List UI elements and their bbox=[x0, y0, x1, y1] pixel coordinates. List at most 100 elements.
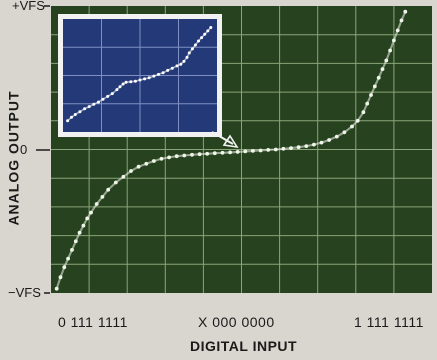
data-point bbox=[319, 140, 324, 145]
data-point bbox=[312, 142, 316, 147]
data-point bbox=[170, 66, 174, 70]
data-point bbox=[121, 82, 125, 86]
data-point bbox=[66, 256, 70, 261]
data-point bbox=[355, 118, 360, 123]
data-point bbox=[187, 51, 191, 55]
data-point bbox=[73, 113, 77, 116]
data-point bbox=[161, 71, 165, 75]
data-point bbox=[175, 64, 179, 68]
data-point bbox=[121, 174, 126, 179]
data-point bbox=[147, 76, 151, 80]
data-point bbox=[185, 55, 189, 59]
data-point bbox=[392, 38, 396, 43]
data-point bbox=[190, 152, 194, 157]
data-point bbox=[143, 77, 147, 81]
data-point bbox=[96, 100, 100, 104]
data-point bbox=[179, 62, 183, 66]
data-point bbox=[361, 110, 366, 115]
data-point bbox=[228, 150, 233, 155]
y-tick-bottom: −VFS bbox=[8, 285, 41, 300]
data-point bbox=[129, 169, 133, 173]
data-point bbox=[206, 29, 210, 33]
data-point bbox=[203, 32, 207, 36]
data-point bbox=[138, 78, 142, 82]
x-tick-left: 0 111 1111 bbox=[58, 314, 128, 330]
data-point bbox=[152, 159, 156, 163]
data-point bbox=[133, 79, 137, 83]
data-point bbox=[281, 146, 286, 151]
data-point bbox=[399, 18, 404, 23]
data-point bbox=[395, 28, 400, 33]
data-point bbox=[182, 59, 186, 63]
y-axis-title-wrapper: ANALOG OUTPUT bbox=[3, 60, 25, 255]
data-point bbox=[81, 223, 86, 228]
data-point bbox=[110, 92, 114, 96]
data-point bbox=[87, 105, 91, 109]
data-point bbox=[78, 110, 82, 114]
data-point bbox=[83, 107, 87, 111]
data-point bbox=[350, 124, 354, 129]
data-point bbox=[388, 48, 392, 53]
data-point bbox=[106, 94, 110, 98]
data-point bbox=[118, 85, 122, 89]
data-point bbox=[70, 248, 74, 252]
data-point bbox=[209, 26, 213, 29]
data-point bbox=[372, 84, 377, 89]
zoom-arrow bbox=[211, 131, 239, 149]
data-point bbox=[342, 130, 347, 135]
inset-grid bbox=[63, 19, 217, 132]
data-point bbox=[205, 151, 210, 156]
x-tick-right: 1 111 1111 bbox=[354, 314, 424, 330]
data-point bbox=[190, 47, 194, 51]
data-point bbox=[376, 75, 381, 80]
data-point bbox=[193, 43, 197, 47]
data-point bbox=[266, 148, 271, 152]
x-tick-center: X 000 0000 bbox=[198, 314, 275, 330]
data-point bbox=[197, 39, 200, 43]
data-point bbox=[157, 72, 160, 76]
data-point bbox=[334, 134, 339, 139]
data-point bbox=[365, 101, 370, 106]
data-point bbox=[384, 58, 389, 63]
data-point bbox=[243, 149, 248, 154]
data-point bbox=[115, 88, 119, 92]
main-trace bbox=[54, 9, 408, 291]
data-point bbox=[54, 286, 59, 291]
data-point bbox=[380, 67, 385, 71]
data-point bbox=[89, 210, 93, 215]
data-point bbox=[212, 151, 217, 156]
data-point bbox=[159, 156, 164, 161]
data-point bbox=[258, 148, 263, 153]
data-point bbox=[113, 180, 118, 185]
data-point bbox=[85, 216, 90, 221]
data-point bbox=[289, 146, 293, 151]
data-point bbox=[403, 9, 408, 14]
data-point bbox=[77, 230, 82, 235]
data-point bbox=[251, 149, 255, 153]
data-point bbox=[129, 80, 133, 84]
data-point bbox=[369, 93, 373, 97]
data-point bbox=[235, 150, 240, 154]
data-point bbox=[106, 187, 111, 192]
data-point bbox=[166, 68, 170, 72]
data-point bbox=[136, 164, 141, 169]
data-point bbox=[167, 155, 172, 160]
data-point bbox=[197, 152, 202, 157]
data-point bbox=[92, 102, 96, 106]
y-tick-top: +VFS bbox=[12, 0, 45, 13]
y-axis-title: ANALOG OUTPUT bbox=[6, 89, 23, 226]
data-point bbox=[124, 80, 128, 84]
data-point bbox=[101, 97, 105, 101]
data-point bbox=[152, 74, 156, 78]
data-point bbox=[94, 202, 99, 206]
data-point bbox=[220, 150, 225, 155]
data-point bbox=[144, 161, 149, 166]
data-point bbox=[66, 119, 70, 123]
y-tick-zero: 0 bbox=[20, 142, 28, 157]
data-point bbox=[58, 275, 63, 280]
data-point bbox=[182, 153, 187, 158]
series-trace-line bbox=[55, 10, 407, 290]
data-point bbox=[174, 154, 179, 159]
data-point bbox=[70, 115, 73, 119]
